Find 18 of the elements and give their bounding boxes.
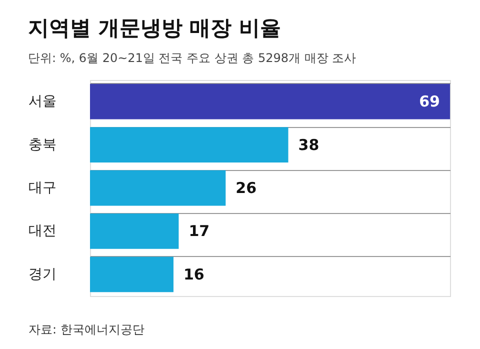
y-tick-label: 경기 (28, 266, 56, 282)
y-tick-label: 서울 (28, 94, 56, 110)
data-label: 16 (183, 265, 204, 284)
data-label: 38 (298, 136, 320, 154)
chart-subtitle: 단위: %, 6월 20~21일 전국 주요 상권 총 5298개 매장 조사 (28, 51, 356, 65)
text: 자료: 한국에너지공단 (28, 322, 144, 336)
bar (90, 127, 288, 163)
bar (90, 170, 226, 206)
bar (90, 256, 174, 292)
data-label: 26 (236, 179, 257, 197)
y-tick-label: 대구 (28, 180, 56, 196)
data-label: 69 (419, 92, 440, 111)
bar (90, 84, 450, 120)
chart-title: 지역별 개문냉방 매장 비율 (28, 16, 281, 40)
data-label: 17 (188, 222, 210, 240)
bar (90, 213, 179, 249)
y-tick-label: 대전 (28, 223, 56, 240)
y-tick-label: 충북 (28, 136, 56, 153)
